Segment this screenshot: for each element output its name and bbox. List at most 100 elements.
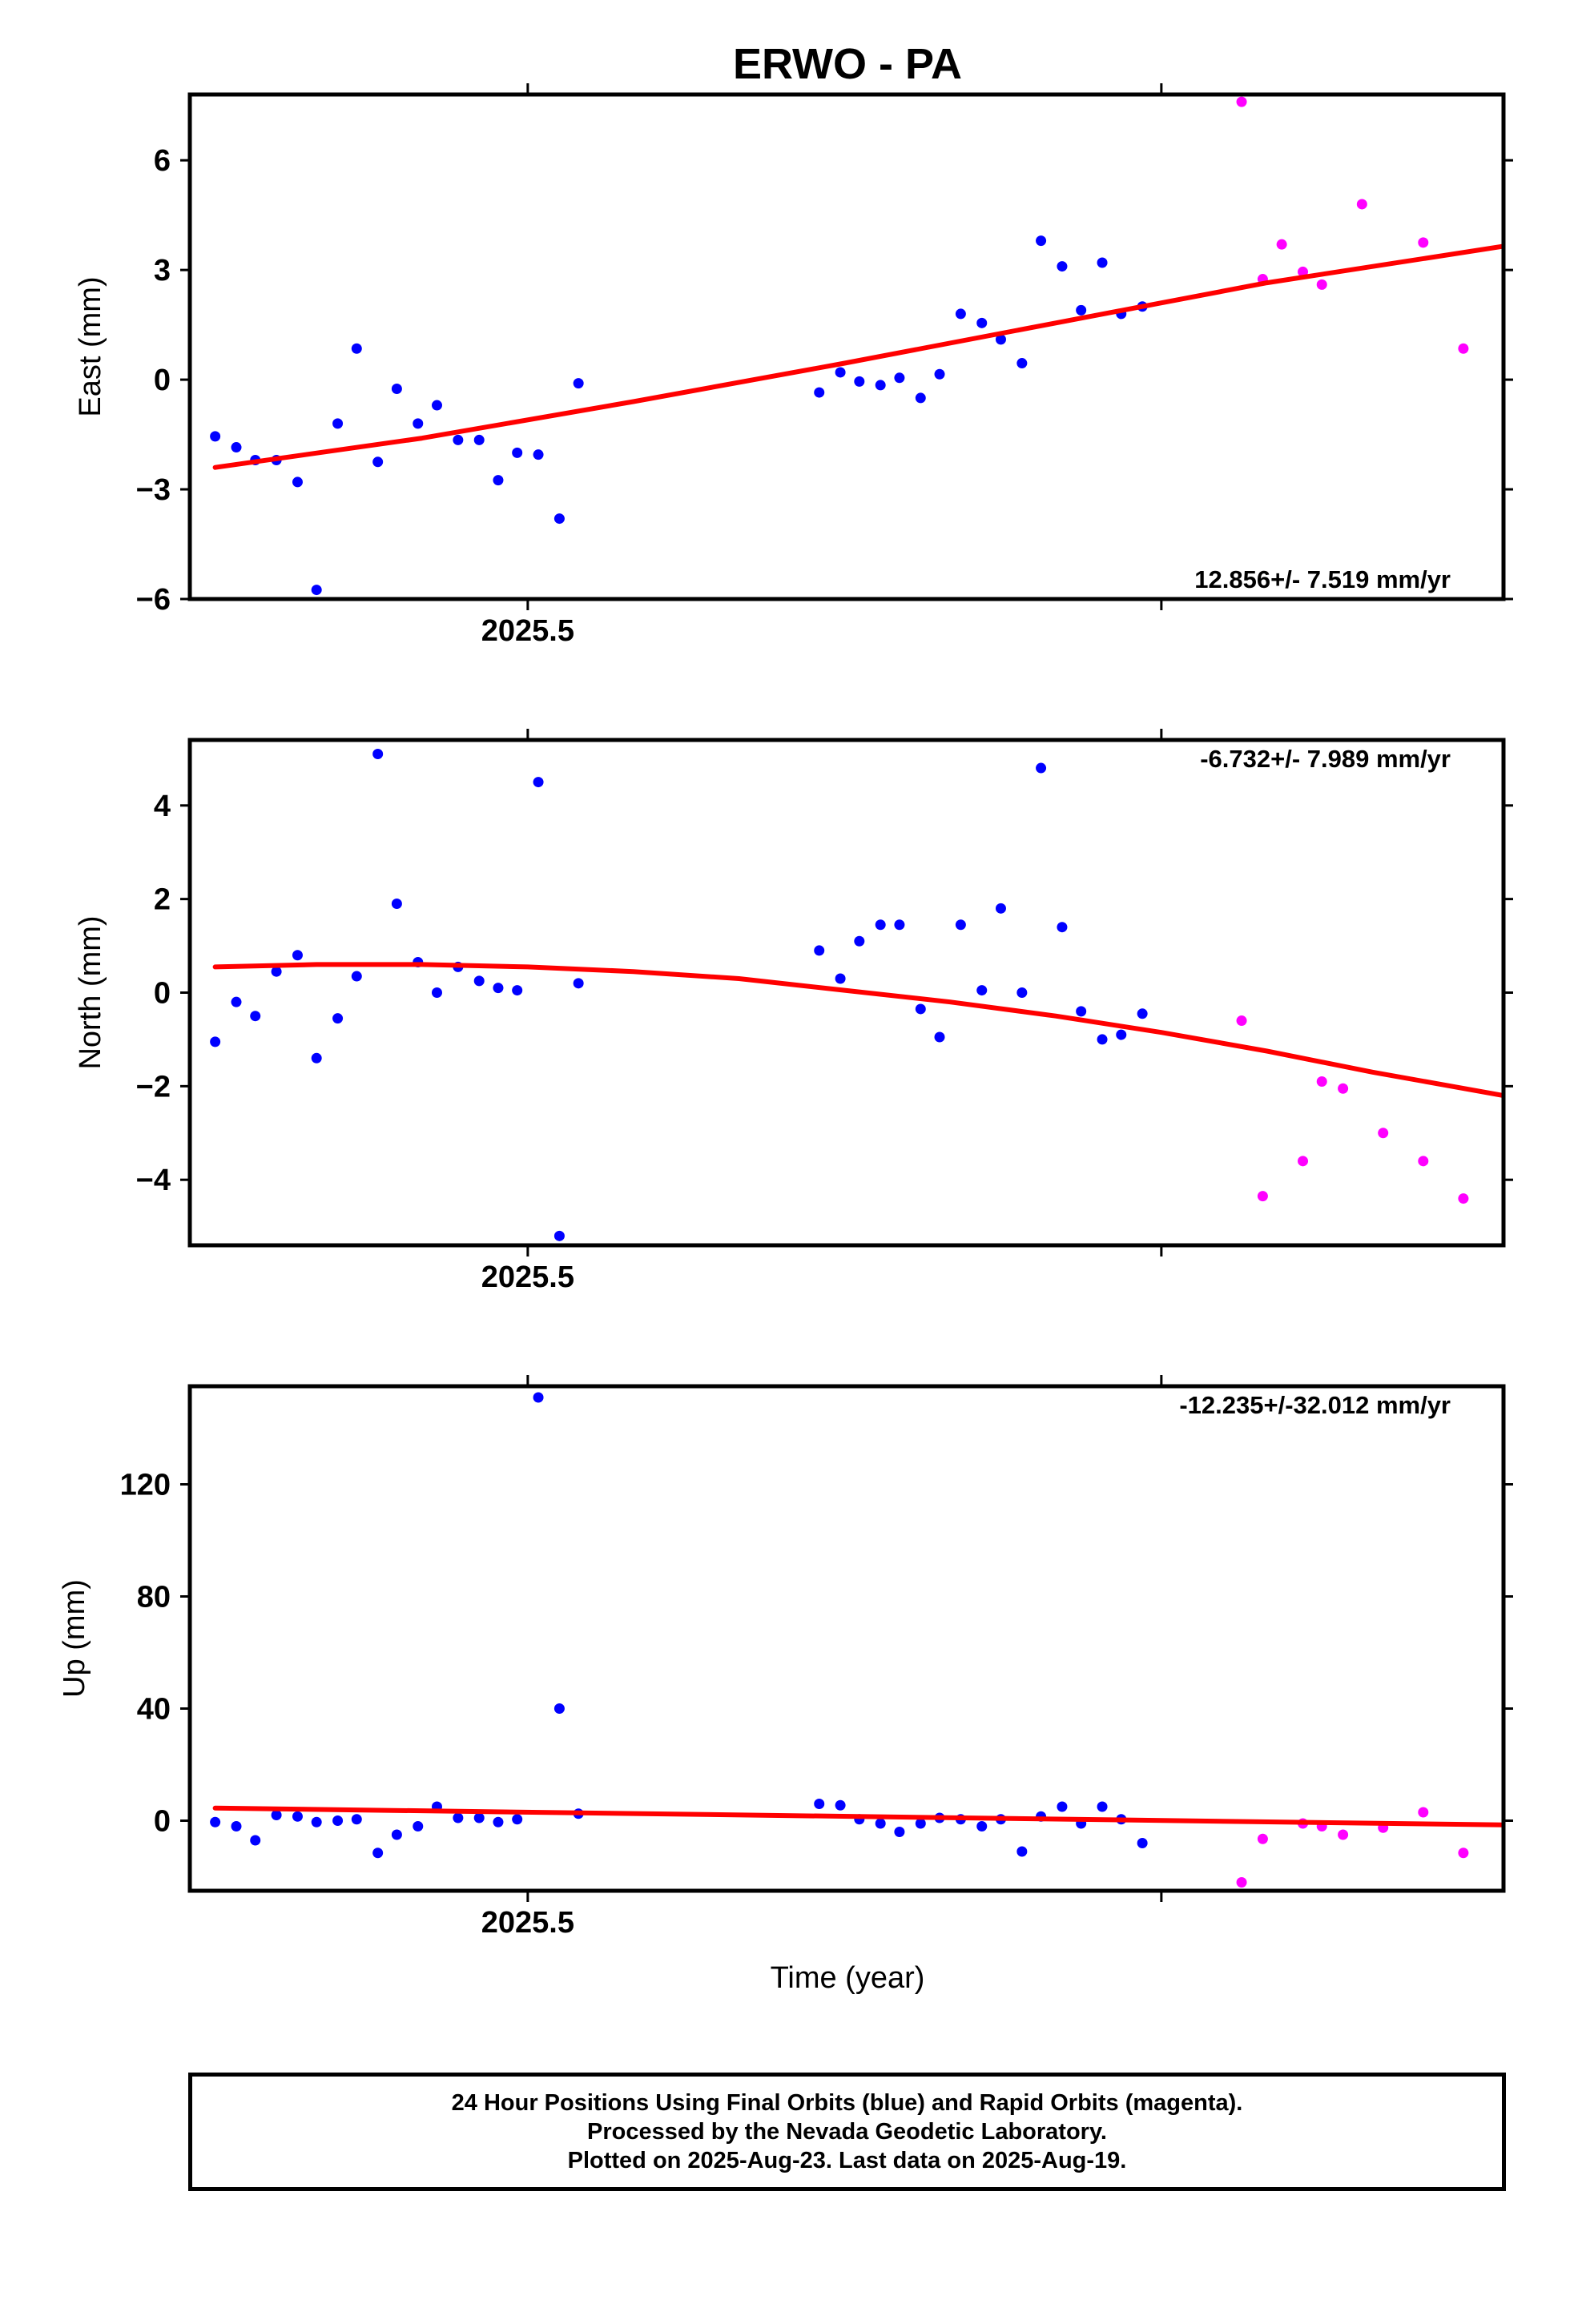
final-orbit-point (976, 1821, 988, 1831)
y-tick-label: 0 (154, 977, 171, 1011)
final-orbit-point (1097, 1801, 1108, 1812)
final-orbit-point (351, 1814, 362, 1825)
final-orbit-point (894, 1827, 905, 1837)
rapid-orbit-point (1257, 1833, 1268, 1844)
final-orbit-point (292, 476, 303, 488)
final-orbit-point (553, 513, 565, 525)
final-orbit-point (351, 971, 362, 982)
x-tick-label: 2025.5 (481, 1261, 574, 1294)
final-orbit-point (875, 380, 886, 391)
final-orbit-point (1057, 1801, 1068, 1812)
final-orbit-point (391, 898, 402, 909)
final-orbit-point (533, 777, 544, 788)
final-orbit-point (210, 1036, 221, 1047)
rapid-orbit-point (1418, 1156, 1429, 1167)
x-tick-label: 2025.5 (481, 1906, 574, 1940)
final-orbit-point (431, 987, 442, 998)
y-tick-label: 3 (154, 254, 171, 287)
final-orbit-point (311, 1052, 322, 1063)
final-orbit-point (915, 1818, 926, 1829)
rapid-orbit-point (1418, 1807, 1429, 1818)
rapid-orbit-point (1378, 1128, 1389, 1139)
y-tick-label: 80 (137, 1581, 171, 1614)
final-orbit-point (351, 343, 362, 354)
final-orbit-point (1076, 1006, 1087, 1017)
final-orbit-point (894, 919, 905, 931)
final-orbit-point (512, 985, 523, 996)
final-orbit-point (955, 308, 966, 320)
final-orbit-point (231, 1821, 242, 1831)
final-orbit-point (1036, 762, 1047, 774)
plot-area (210, 1392, 1504, 1888)
rapid-orbit-point (1298, 1156, 1309, 1167)
final-orbit-point (976, 985, 988, 996)
final-orbit-point (1137, 1838, 1148, 1848)
rapid-orbit-point (1458, 1193, 1469, 1204)
final-orbit-point (271, 1810, 282, 1820)
final-orbit-point (391, 1829, 402, 1840)
final-orbit-point (533, 449, 544, 460)
final-orbit-point (210, 1816, 221, 1827)
trend-line (212, 243, 1504, 470)
plot-area (210, 96, 1504, 596)
footer-box: 24 Hour Positions Using Final Orbits (bl… (188, 2073, 1506, 2191)
rapid-orbit-point (1257, 1191, 1268, 1202)
y-tick-label: −3 (136, 473, 171, 507)
y-tick-label: 40 (137, 1693, 171, 1727)
final-orbit-point (1057, 922, 1068, 933)
final-orbit-point (1016, 987, 1028, 998)
final-orbit-point (553, 1230, 565, 1241)
final-orbit-point (915, 392, 926, 404)
rapid-orbit-point (1316, 279, 1327, 290)
y-axis-label: Up (mm) (58, 1579, 91, 1698)
final-orbit-point (332, 418, 344, 429)
panels-group: −6 −3 0 3 6 2025.5 East (mm) 12.856+/- 7.519 mm… (58, 83, 1513, 1940)
final-orbit-point (1097, 257, 1108, 268)
final-orbit-point (231, 442, 242, 453)
final-orbit-point (271, 966, 282, 977)
final-orbit-point (995, 903, 1006, 914)
final-orbit-point (431, 400, 442, 411)
final-orbit-point (1057, 261, 1068, 272)
y-tick-label: 120 (120, 1469, 171, 1502)
final-orbit-point (493, 475, 504, 486)
y-tick-label: 2 (154, 883, 171, 917)
final-orbit-point (292, 1811, 303, 1822)
y-tick-label: −4 (136, 1164, 171, 1197)
trend-line (212, 962, 1504, 1098)
rapid-orbit-point (1316, 1076, 1327, 1088)
final-orbit-point (453, 1812, 464, 1823)
final-orbit-point (573, 978, 584, 989)
plot-frame (187, 1384, 1506, 1893)
y-tick-label: 0 (154, 1805, 171, 1839)
final-orbit-point (854, 935, 865, 947)
final-orbit-point (332, 1815, 344, 1826)
footer-line-orbits: 24 Hour Positions Using Final Orbits (bl… (451, 2090, 1243, 2116)
final-orbit-point (875, 919, 886, 931)
rapid-orbit-point (1418, 237, 1429, 248)
final-orbit-point (473, 1812, 485, 1823)
rapid-orbit-point (1356, 199, 1367, 210)
x-tick-label: 2025.5 (481, 614, 574, 648)
plot-frame (187, 92, 1506, 601)
y-tick-label: −2 (136, 1070, 171, 1104)
final-orbit-point (453, 434, 464, 445)
final-orbit-point (835, 1799, 846, 1811)
final-orbit-point (413, 1821, 424, 1831)
final-orbit-point (934, 368, 945, 380)
rapid-orbit-point (1458, 1848, 1469, 1859)
footer-line-processed-by: Processed by the Nevada Geodetic Laborat… (587, 2119, 1107, 2145)
final-orbit-point (250, 1011, 261, 1022)
final-orbit-point (814, 1799, 825, 1809)
final-orbit-point (493, 1816, 504, 1827)
final-orbit-point (473, 434, 485, 445)
final-orbit-point (512, 447, 523, 458)
final-orbit-point (210, 431, 221, 442)
final-orbit-point (995, 334, 1006, 345)
final-orbit-point (512, 1814, 523, 1825)
trend-line (212, 1805, 1504, 1827)
panel-0: −6 −3 0 3 6 2025.5 East (mm) 12.856+/- 7.519 mm… (74, 83, 1513, 648)
final-orbit-point (814, 387, 825, 398)
final-orbit-point (292, 950, 303, 961)
final-orbit-point (1097, 1034, 1108, 1045)
